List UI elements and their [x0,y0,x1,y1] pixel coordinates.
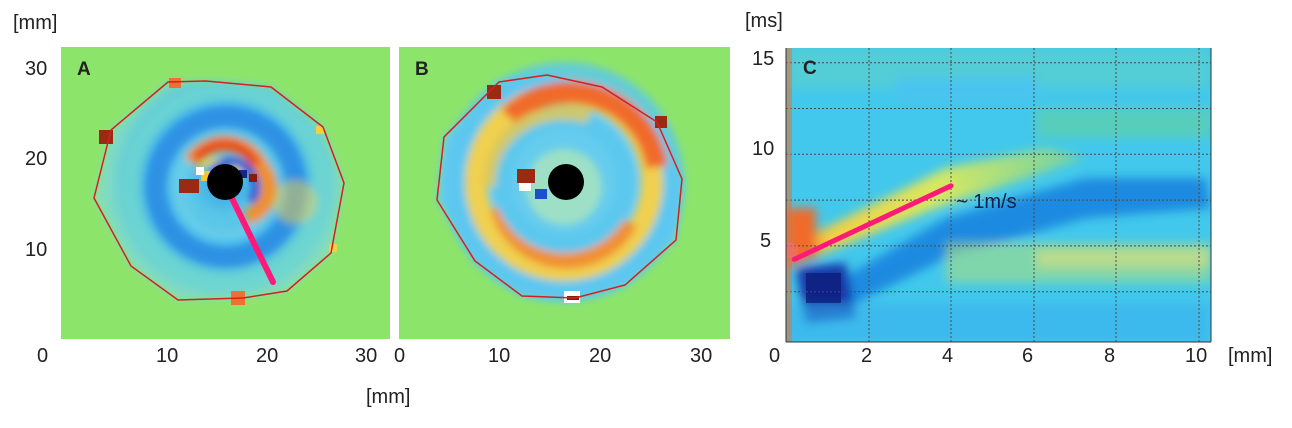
panel-b-xtick-20: 20 [589,345,612,367]
panel-c-x-unit: [mm] [1228,345,1273,367]
panel-a-label: A [77,59,91,80]
panel-c-xtick-6: 6 [1022,345,1034,367]
panel-b-xtick-0: 0 [394,345,406,367]
panel-b-xtick-30: 30 [690,345,713,367]
panel-b-label: B [415,59,429,80]
panel-c-fit-line [791,183,954,262]
panel-a-heatmap: A [61,47,390,339]
panel-c-speed-annotation: ~ 1m/s [956,191,1017,213]
panel-c-xtick-2: 2 [861,345,873,367]
panel-c-ytick-5: 5 [760,230,772,252]
panel-b-xtick-10: 10 [488,345,511,367]
panel-b-heatmap: B [399,47,730,339]
panel-a-xtick-30: 30 [355,345,378,367]
panel-a-ytick-20: 20 [25,148,48,170]
panel-c-label: C [803,58,817,79]
panel-c-xtick-4: 4 [942,345,954,367]
panel-c-ytick-15: 15 [752,48,775,70]
panel-c-ytick-10: 10 [752,138,775,160]
panel-a-xtick-20: 20 [256,345,279,367]
panel-a-ytick-30: 30 [25,58,48,80]
panel-a-xtick-0: 0 [37,345,49,367]
bottom-x-unit: [mm] [366,386,411,408]
panel-a-ytick-10: 10 [25,239,48,261]
panel-c-xtick-0: 0 [769,345,781,367]
panel-c-heatmap: C ~ 1m/s [786,48,1211,342]
panel-c-xtick-10: 10 [1185,345,1208,367]
panel-c-xtick-8: 8 [1104,345,1116,367]
panel-a-y-unit: [mm] [13,12,58,34]
panel-a-xtick-10: 10 [156,345,179,367]
panel-c-y-unit: [ms] [745,10,783,32]
